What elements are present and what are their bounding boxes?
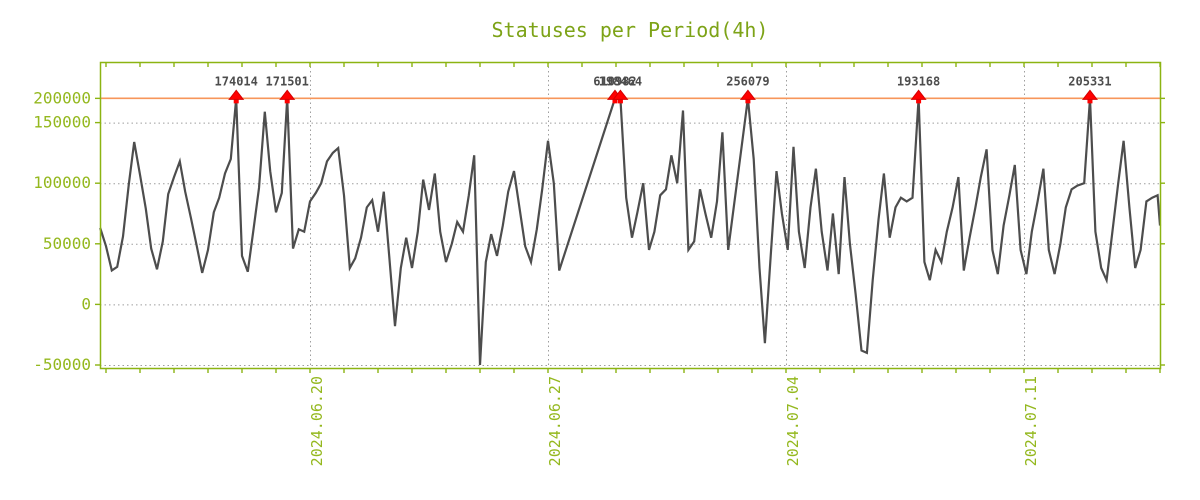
y-tick-label: 200000 (33, 88, 91, 107)
peak-marker-stem (1087, 98, 1093, 104)
peak-value-label: 610982 (593, 74, 636, 88)
peak-marker-triangle (910, 89, 927, 100)
x-date-label: 2024.06.27 (546, 376, 564, 466)
peak-marker-stem (916, 98, 922, 104)
peak-marker-triangle (279, 89, 296, 100)
peak-marker-triangle (739, 89, 756, 100)
peak-marker-stem (617, 98, 623, 104)
peak-marker-triangle (228, 89, 245, 100)
peak-value-label: 174014 (215, 74, 258, 88)
peak-marker-stem (612, 98, 618, 104)
peak-marker-triangle (1081, 89, 1098, 100)
peak-marker-stem (745, 98, 751, 104)
y-tick-label: 0 (81, 294, 91, 313)
chart-title: Statuses per Period(4h) (491, 18, 769, 42)
y-tick-label: -50000 (33, 355, 91, 374)
peak-value-label: 193168 (897, 74, 940, 88)
peak-value-label: 256079 (726, 74, 769, 88)
peak-value-label: 171501 (266, 74, 309, 88)
y-tick-label: 100000 (33, 173, 91, 192)
x-date-label: 2024.07.04 (784, 376, 802, 466)
x-date-label: 2024.07.11 (1022, 376, 1040, 466)
peak-marker-triangle (612, 89, 629, 100)
peak-value-label: 198464 (599, 74, 642, 88)
y-tick-label: 50000 (43, 234, 91, 253)
peak-value-label: 205331 (1068, 74, 1111, 88)
y-tick-label: 150000 (33, 113, 91, 132)
peak-marker-stem (233, 98, 239, 104)
x-date-label: 2024.06.20 (308, 376, 326, 466)
series-line-statuses (99, 97, 1162, 366)
plot-frame (99, 61, 1162, 370)
peak-marker-stem (284, 98, 290, 104)
